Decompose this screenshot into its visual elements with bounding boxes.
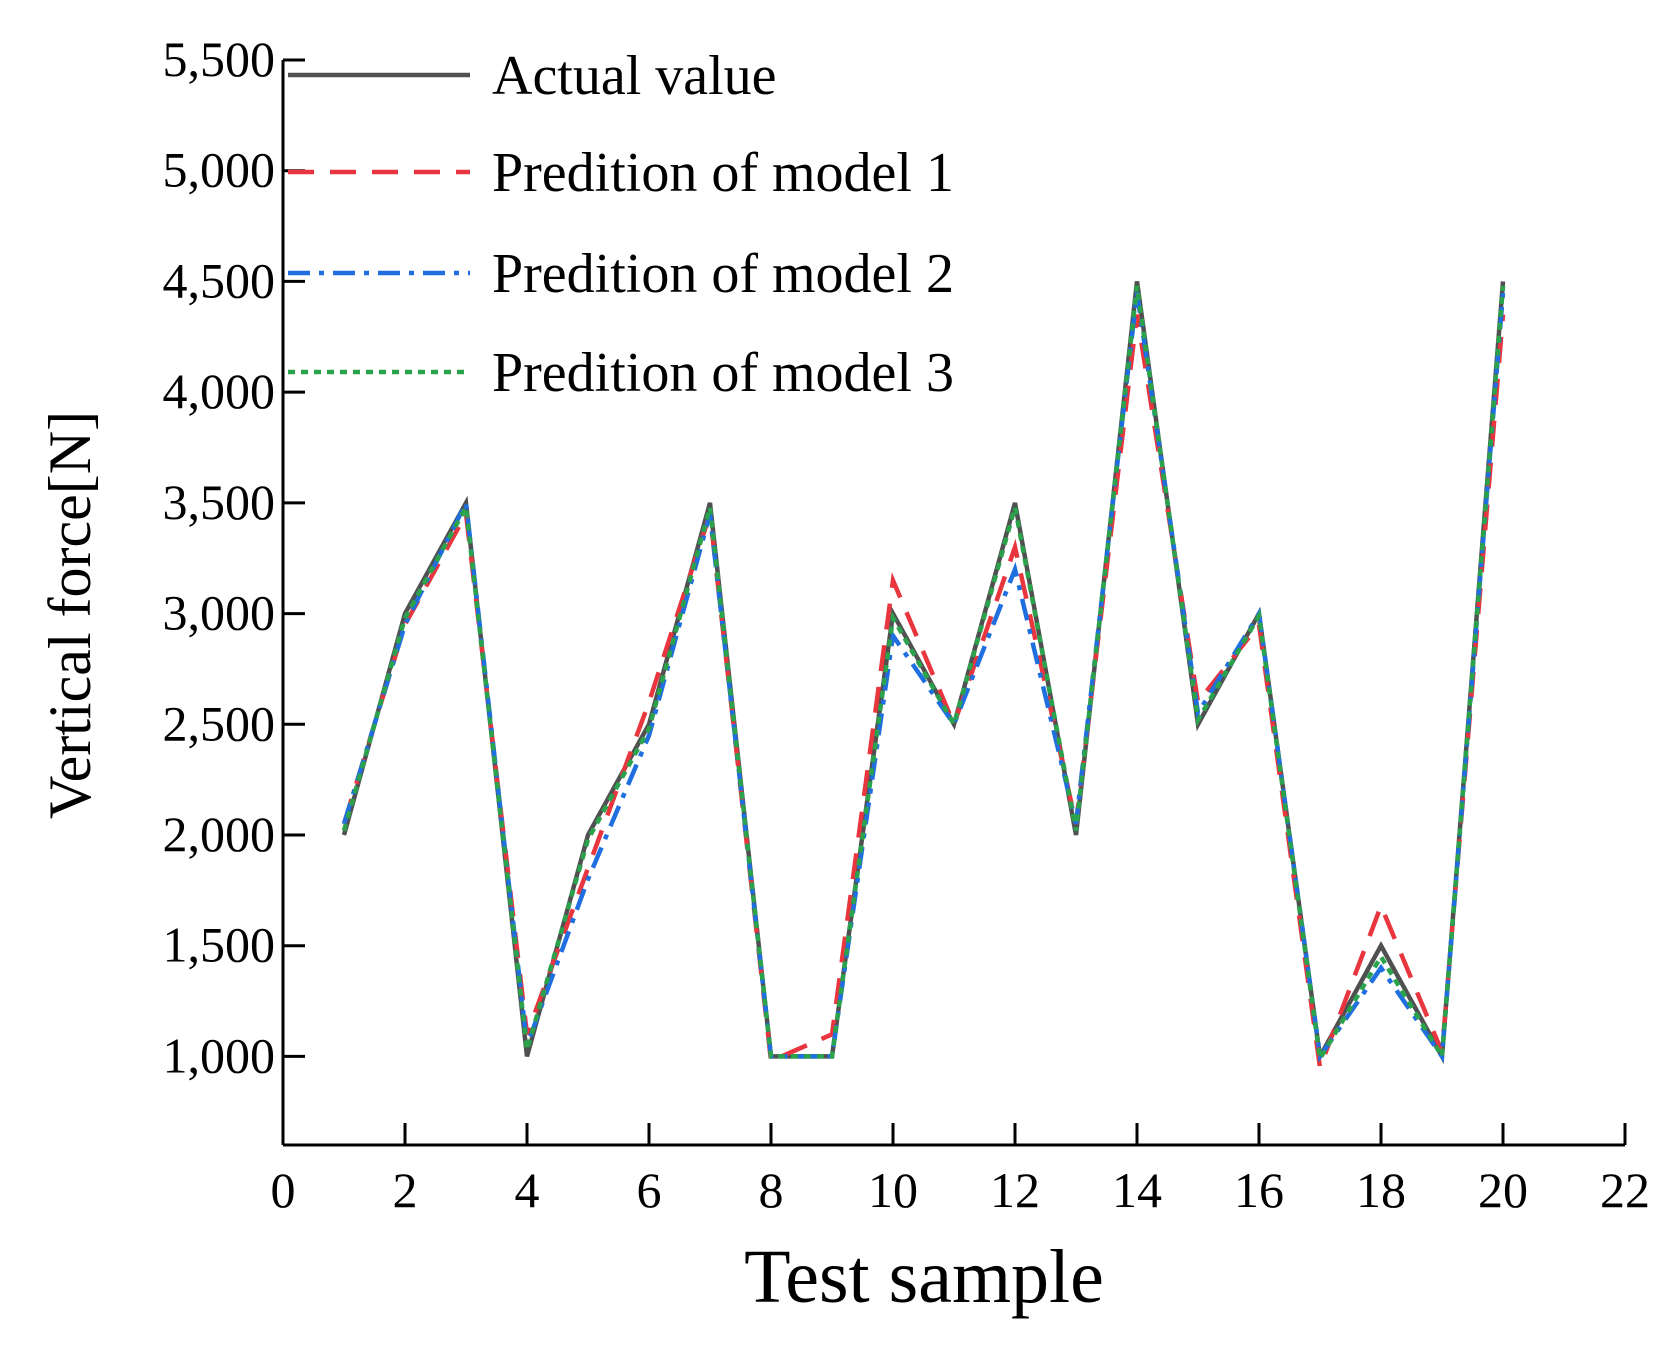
x-tick-label: 10 [868, 1162, 918, 1218]
x-tick-label: 20 [1478, 1162, 1528, 1218]
x-tick-label: 18 [1356, 1162, 1406, 1218]
legend-label-2: Predition of model 1 [492, 142, 954, 204]
x-tick-label: 22 [1600, 1162, 1650, 1218]
y-tick-label: 5,500 [163, 31, 276, 87]
y-tick-label: 3,500 [163, 474, 276, 530]
y-axis-title: Vertical force[N] [37, 411, 103, 819]
legend-label-4: Predition of model 3 [492, 342, 954, 404]
y-tick-label: 5,000 [163, 142, 276, 198]
x-tick-label: 14 [1112, 1162, 1162, 1218]
y-tick-label: 1,500 [163, 917, 276, 973]
x-tick-label: 8 [759, 1162, 784, 1218]
series-line-4 [341, 285, 1506, 1066]
series-line-2 [341, 314, 1506, 1069]
x-tick-label: 4 [515, 1162, 540, 1218]
y-tick-label: 1,000 [163, 1027, 276, 1083]
y-tick-label: 4,000 [163, 363, 276, 419]
x-axis-title: Test sample [744, 1235, 1104, 1319]
x-tick-label: 2 [393, 1162, 418, 1218]
x-tick-label: 16 [1234, 1162, 1284, 1218]
x-tick-label: 0 [271, 1162, 296, 1218]
legend-label-1: Actual value [492, 45, 777, 107]
x-tick-label: 12 [990, 1162, 1040, 1218]
legend: Actual value Predition of model 1 Preditio… [288, 45, 954, 404]
y-tick-label: 4,500 [163, 252, 276, 308]
axes: 0 2 4 6 8 10 12 14 16 18 20 22 1,000 1,500 2,000 2,500 3… [163, 31, 1651, 1218]
series-layer [341, 281, 1506, 1069]
legend-label-3: Predition of model 2 [492, 243, 954, 305]
y-tick-label: 3,000 [163, 585, 276, 641]
y-tick-label: 2,000 [163, 806, 276, 862]
y-tick-label: 2,500 [163, 695, 276, 751]
x-tick-label: 6 [637, 1162, 662, 1218]
